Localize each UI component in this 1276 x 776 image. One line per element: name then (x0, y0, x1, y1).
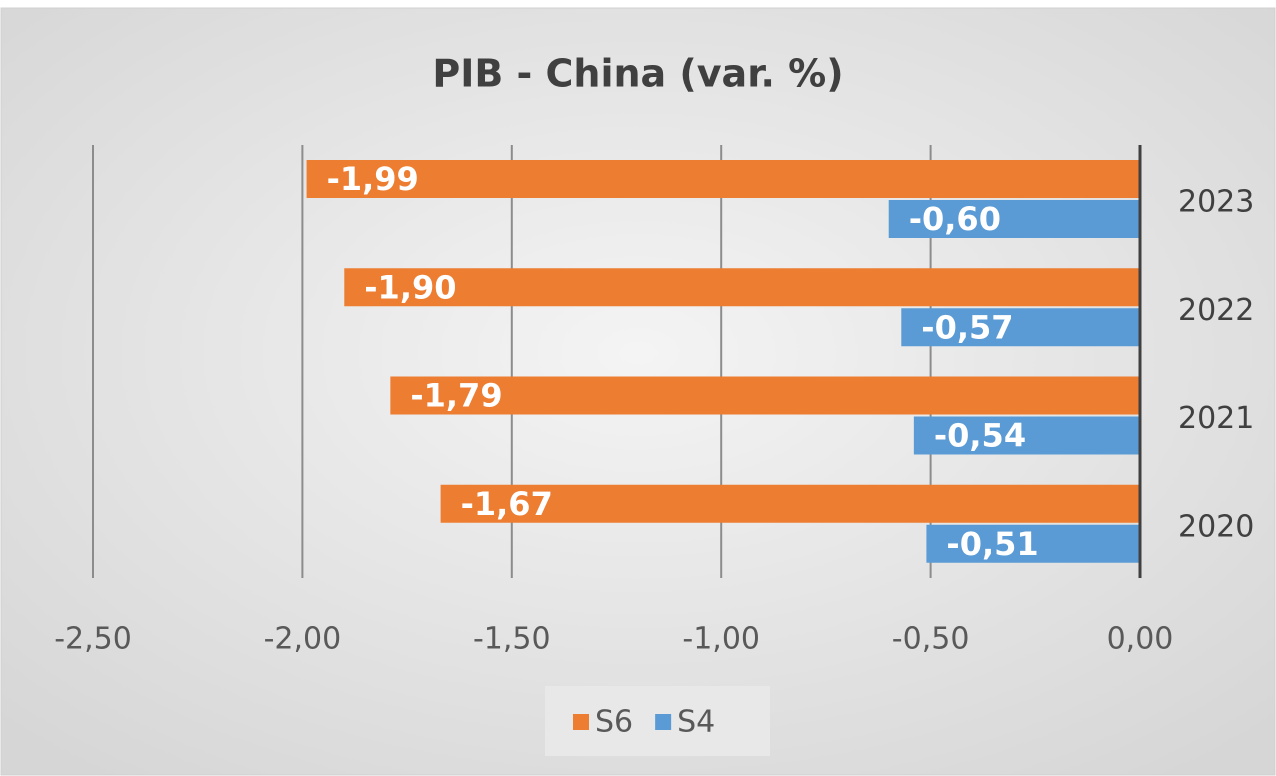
x-tick-label: 0,00 (1107, 622, 1174, 657)
bar (440, 484, 1140, 523)
data-label: -0,54 (934, 417, 1026, 455)
bar (901, 308, 1140, 347)
x-tick-label: -1,50 (473, 622, 551, 657)
y-tick-label: 2020 (1178, 509, 1254, 544)
data-label: -1,79 (410, 377, 502, 415)
x-tick-label: -2,00 (264, 622, 342, 657)
x-tick-label: -0,50 (892, 622, 970, 657)
legend-swatch (655, 714, 672, 730)
bar (926, 524, 1140, 563)
bar (306, 160, 1140, 198)
data-label: -0,51 (946, 525, 1038, 563)
legend-swatch (573, 714, 589, 730)
y-tick-label: 2021 (1178, 401, 1254, 436)
legend-label: S4 (677, 705, 715, 740)
data-label: -1,67 (461, 485, 553, 523)
bar (888, 200, 1140, 238)
bar (390, 376, 1140, 415)
data-label: -0,60 (909, 200, 1001, 238)
bar (913, 416, 1140, 455)
data-label: -1,90 (364, 268, 456, 306)
data-label: -0,57 (921, 308, 1013, 346)
chart-title: PIB - China (var. %) (432, 52, 843, 96)
data-label: -1,99 (327, 160, 419, 198)
y-tick-label: 2023 (1178, 185, 1254, 220)
x-tick-label: -1,00 (682, 622, 760, 657)
y-tick-label: 2022 (1178, 293, 1254, 328)
bar (344, 268, 1140, 307)
x-tick-label: -2,50 (54, 622, 132, 657)
legend-label: S6 (595, 705, 633, 740)
